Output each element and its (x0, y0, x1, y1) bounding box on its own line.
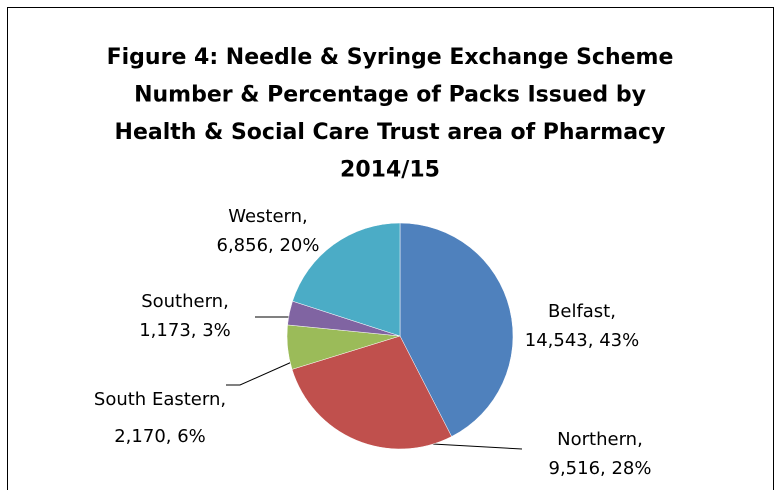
category-name: Northern (557, 429, 637, 450)
category-name: Western (228, 206, 302, 227)
chart-title: Number & Percentage of Packs Issued by (134, 83, 646, 108)
data-label-value: 1,173, 3% (139, 320, 231, 341)
category-name: Southern (141, 291, 223, 312)
chart-title: 2014/15 (340, 158, 440, 183)
data-label-value: 9,516, 28% (549, 458, 652, 479)
label-separator: , (220, 389, 226, 410)
label-separator: , (223, 291, 229, 312)
pie-slice (292, 222, 401, 337)
data-label-name: Southern, (141, 291, 229, 312)
label-separator: , (610, 301, 616, 322)
data-label-name: South Eastern, (94, 389, 226, 410)
data-label-value: 6,856, 20% (217, 235, 320, 256)
pie-slice (399, 222, 514, 437)
label-separator: , (637, 429, 643, 450)
data-label-value: 14,543, 43% (525, 330, 639, 351)
data-label-name: Western, (228, 206, 308, 227)
chart-title: Figure 4: Needle & Syringe Exchange Sche… (107, 45, 674, 70)
category-name: South Eastern (94, 389, 220, 410)
chart-title: Health & Social Care Trust area of Pharm… (115, 120, 666, 145)
category-name: Belfast (548, 301, 610, 322)
data-label-name: Belfast, (548, 301, 616, 322)
data-label-name: Northern, (557, 429, 643, 450)
label-separator: , (302, 206, 308, 227)
data-label-value: 2,170, 6% (114, 426, 206, 447)
pie-slice (291, 335, 452, 450)
